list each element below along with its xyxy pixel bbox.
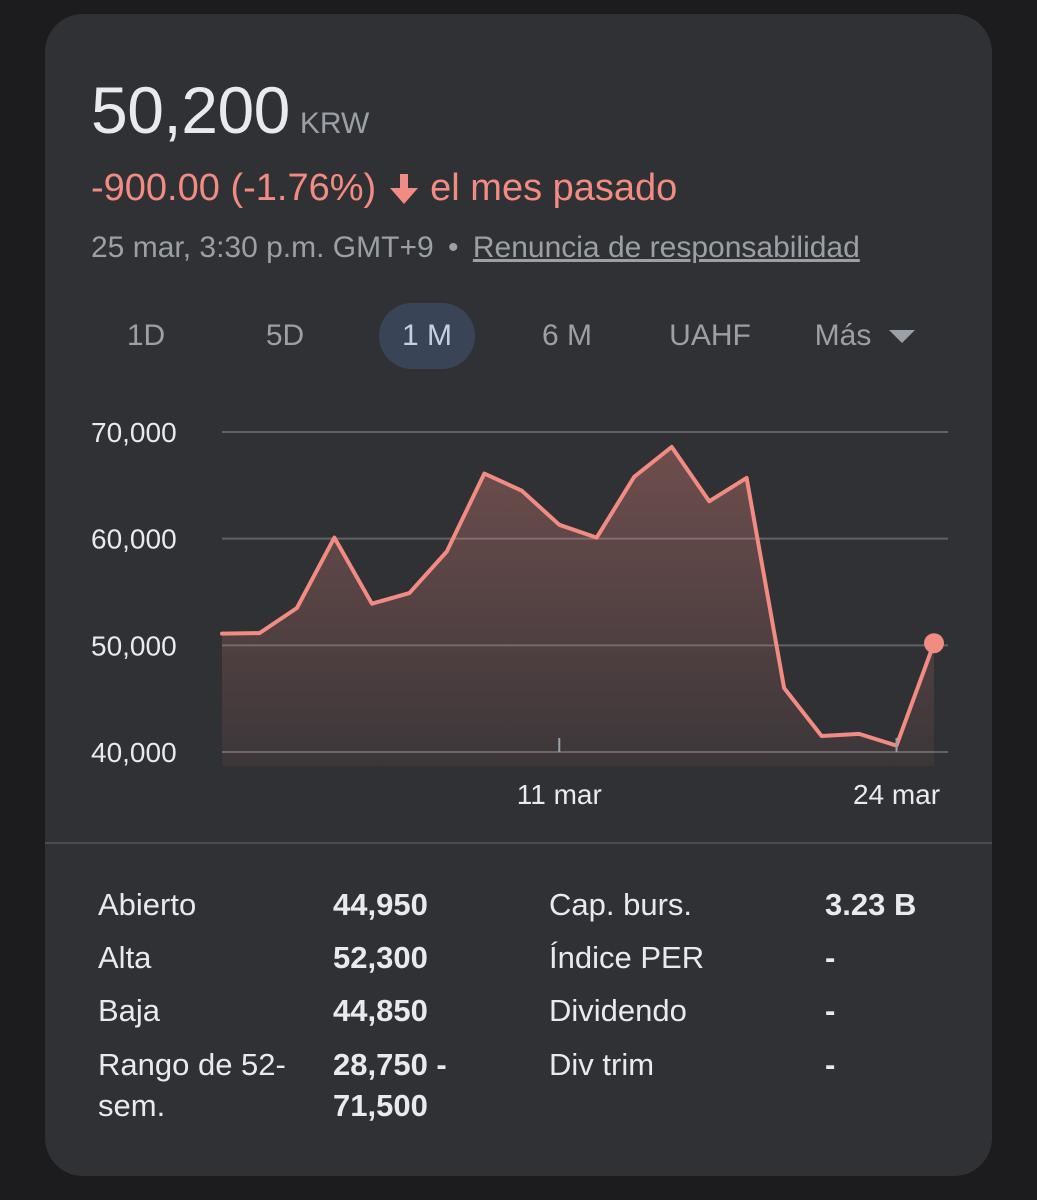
stat-label: Abierto [98, 887, 197, 922]
stat-value: 28,750 - 71,500 [333, 1047, 447, 1123]
tab-label: 1D [126, 319, 166, 352]
stat-value: - [825, 940, 836, 975]
x-tick-label: 24 mar [853, 779, 940, 810]
current-price: 50,200 [91, 73, 290, 147]
chart-line [220, 444, 936, 748]
tab-label: 5D [265, 319, 305, 352]
y-tick-label: 60,000 [91, 524, 177, 555]
price-row: 50,200 KRW [91, 72, 369, 148]
chart-area [222, 446, 934, 766]
stat-label: Cap. burs. [549, 887, 693, 922]
stat-value: 44,850 [333, 993, 428, 1028]
quote-timestamp: 25 mar, 3:30 p.m. GMT+9 [91, 231, 434, 264]
tab-label: UAHF [669, 319, 751, 352]
tab-more[interactable]: Más [801, 303, 929, 369]
last-price-marker [924, 633, 944, 654]
y-tick-label: 70,000 [91, 417, 177, 448]
tab-label: 1 M [401, 319, 452, 352]
separator: • [448, 231, 459, 264]
price-change-row: -900.00 (-1.76%) el mes pasado [91, 167, 677, 210]
stat-label: Alta [98, 940, 152, 975]
stat-label: Rango de 52- sem. [98, 1047, 286, 1123]
stat-value: - [825, 1047, 836, 1082]
section-divider [45, 842, 992, 844]
tab-ytd[interactable]: UAHF [655, 303, 765, 369]
tab-5d[interactable]: 5D [240, 303, 330, 369]
tab-label: 6 M [541, 319, 592, 352]
y-axis: 70,000 60,000 50,000 40,000 [91, 417, 177, 768]
price-chart[interactable]: 70,000 60,000 50,000 40,000 11 mar 24 mar [45, 384, 992, 824]
stat-value: 52,300 [333, 940, 428, 975]
stat-label: Div trim [549, 1047, 655, 1082]
x-axis: 11 mar 24 mar [517, 738, 940, 810]
stat-value: 3.23 B [825, 887, 917, 922]
stat-value: - [825, 993, 836, 1028]
stat-label: Dividendo [549, 993, 687, 1028]
y-tick-label: 50,000 [91, 630, 177, 661]
dropdown-arrow-icon [889, 329, 916, 343]
price-change: -900.00 (-1.76%) [91, 167, 377, 209]
stat-label: Índice PER [549, 940, 705, 975]
tab-1d[interactable]: 1D [101, 303, 191, 369]
y-tick-label: 40,000 [91, 737, 177, 768]
change-period: el mes pasado [430, 167, 678, 209]
stock-quote-card: 50,200 KRW -900.00 (-1.76%) el mes pasad… [45, 14, 992, 1176]
tab-label: Más [814, 319, 872, 352]
stat-value: 44,950 [333, 887, 428, 922]
currency-code: KRW [299, 107, 370, 140]
stat-label: Baja [98, 993, 161, 1028]
quote-meta: 25 mar, 3:30 p.m. GMT+9 • Renuncia de re… [91, 231, 860, 265]
disclaimer-link[interactable]: Renuncia de responsabilidad [472, 231, 860, 264]
arrow-down-icon [390, 173, 419, 204]
x-tick-label: 11 mar [517, 779, 602, 810]
tab-6m[interactable]: 6 M [519, 303, 615, 369]
tab-1m[interactable]: 1 M [379, 303, 475, 369]
